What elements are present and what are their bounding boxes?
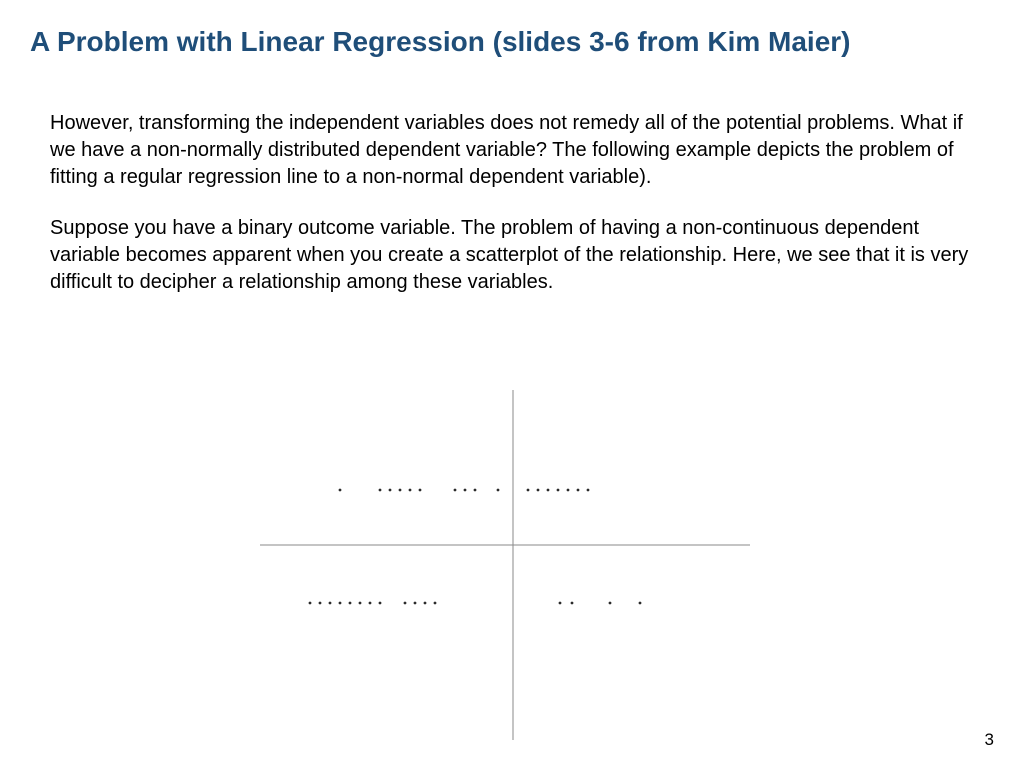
scatter-point: [537, 489, 540, 492]
scatter-point: [319, 602, 322, 605]
scatter-point: [609, 602, 612, 605]
scatter-point: [329, 602, 332, 605]
scatter-point: [349, 602, 352, 605]
scatter-point: [359, 602, 362, 605]
scatter-point: [527, 489, 530, 492]
scatter-point: [424, 602, 427, 605]
scatter-point: [419, 489, 422, 492]
scatter-point: [567, 489, 570, 492]
scatter-point: [379, 489, 382, 492]
scatter-point: [339, 602, 342, 605]
scatter-point: [404, 602, 407, 605]
scatter-point: [454, 489, 457, 492]
scatter-point: [587, 489, 590, 492]
scatter-point: [557, 489, 560, 492]
scatter-point: [399, 489, 402, 492]
scatter-point: [639, 602, 642, 605]
scatter-point: [571, 602, 574, 605]
scatter-point: [577, 489, 580, 492]
scatter-point: [409, 489, 412, 492]
scatter-chart: [0, 0, 1024, 768]
slide: A Problem with Linear Regression (slides…: [0, 0, 1024, 768]
scatter-point: [379, 602, 382, 605]
scatter-point: [474, 489, 477, 492]
scatter-point: [547, 489, 550, 492]
scatter-point: [309, 602, 312, 605]
scatter-point: [389, 489, 392, 492]
scatter-point: [414, 602, 417, 605]
scatter-point: [434, 602, 437, 605]
scatter-point: [559, 602, 562, 605]
scatter-point: [339, 489, 342, 492]
page-number: 3: [985, 730, 994, 750]
scatter-point: [464, 489, 467, 492]
scatter-point: [369, 602, 372, 605]
scatter-point: [497, 489, 500, 492]
